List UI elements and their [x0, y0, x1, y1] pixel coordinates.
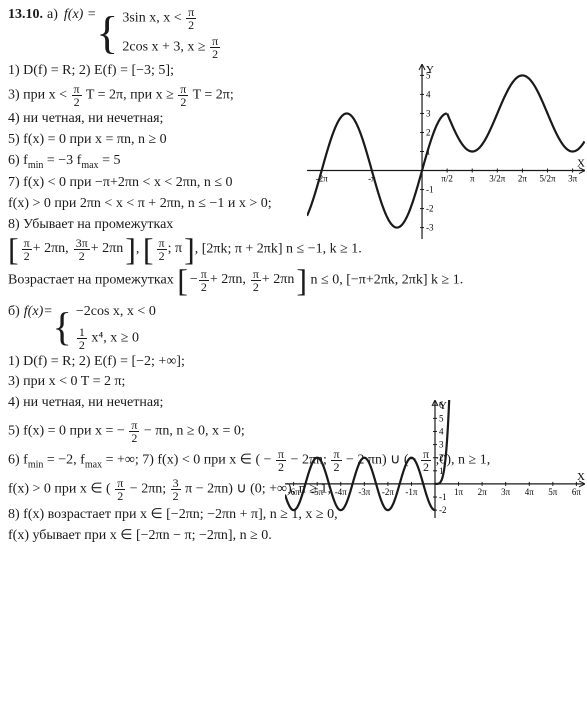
- brace-icon: {: [96, 12, 118, 53]
- part-a-label: а): [47, 6, 58, 25]
- svg-text:π: π: [470, 174, 475, 184]
- part-a-header: 13.10. а) f(x) = { 3sin x, x < π2 2cos x…: [8, 6, 579, 60]
- case-b2: 12 x⁴, x ≥ 0: [76, 326, 156, 351]
- problem-number: 13.10.: [8, 6, 43, 25]
- fx-lhs-b: f(x)=: [24, 303, 53, 322]
- chart-a: XY-3-2-112345-2π-ππ/2π3/2π2π5/2π3π: [307, 64, 585, 239]
- part-b-header: б) f(x)= { −2cos x, x < 0 12 x⁴, x ≥ 0: [8, 303, 579, 351]
- b-line3: 3) при x < 0 T = 2 π;: [8, 373, 579, 392]
- svg-text:2π: 2π: [478, 487, 488, 497]
- part-b-label: б): [8, 303, 20, 322]
- svg-text:6: 6: [439, 400, 444, 410]
- svg-text:4: 4: [439, 426, 444, 436]
- brace-icon: {: [53, 310, 72, 344]
- svg-text:-2π: -2π: [382, 487, 394, 497]
- svg-text:-4π: -4π: [335, 487, 347, 497]
- svg-text:-1π: -1π: [405, 487, 417, 497]
- svg-text:5π: 5π: [548, 487, 558, 497]
- svg-text:4π: 4π: [525, 487, 535, 497]
- case-a1: 3sin x, x < π2: [122, 6, 221, 31]
- svg-text:5: 5: [439, 413, 444, 423]
- svg-text:-1: -1: [426, 185, 434, 195]
- a-grow: Возрастает на промежутках [ − π2 + 2πn, …: [8, 268, 579, 293]
- svg-text:5: 5: [426, 70, 431, 80]
- svg-text:2: 2: [439, 453, 444, 463]
- svg-text:-3: -3: [426, 223, 434, 233]
- b-line1: 1) D(f) = R; 2) E(f) = [−2; +∞];: [8, 353, 579, 372]
- piecewise-a: { 3sin x, x < π2 2cos x + 3, x ≥ π2: [96, 6, 221, 60]
- svg-text:π/2: π/2: [441, 174, 453, 184]
- svg-text:5/2π: 5/2π: [539, 174, 556, 184]
- svg-text:-6π: -6π: [288, 487, 300, 497]
- a-intervals: [ π2 + 2πn, 3π2 + 2πn ], [ π2 ; π ], [2π…: [8, 237, 579, 262]
- fx-lhs: f(x) =: [64, 6, 96, 25]
- svg-text:X: X: [577, 158, 585, 170]
- svg-text:2π: 2π: [518, 174, 528, 184]
- piecewise-b: { −2cos x, x < 0 12 x⁴, x ≥ 0: [53, 303, 156, 351]
- svg-text:-2: -2: [439, 505, 447, 515]
- svg-text:3: 3: [439, 440, 444, 450]
- svg-text:X: X: [577, 471, 585, 483]
- svg-text:3π: 3π: [568, 174, 578, 184]
- svg-text:3: 3: [426, 108, 431, 118]
- svg-text:-2: -2: [426, 204, 434, 214]
- svg-text:-1: -1: [439, 492, 447, 502]
- svg-text:3π: 3π: [501, 487, 511, 497]
- case-b1: −2cos x, x < 0: [76, 303, 156, 322]
- svg-text:3/2π: 3/2π: [489, 174, 506, 184]
- svg-text:4: 4: [426, 89, 431, 99]
- svg-text:-3π: -3π: [358, 487, 370, 497]
- svg-text:6π: 6π: [572, 487, 582, 497]
- chart-b: XY-2-1123456-6π-5π-4π-3π-2π-1π1π2π3π4π5π…: [285, 400, 585, 518]
- svg-text:2: 2: [426, 127, 431, 137]
- svg-text:-5π: -5π: [311, 487, 323, 497]
- case-a2: 2cos x + 3, x ≥ π2: [122, 35, 221, 60]
- svg-text:1π: 1π: [454, 487, 464, 497]
- b-line8b: f(x) убывает при x ∈ [−2πn − π; −2πn], n…: [8, 527, 579, 546]
